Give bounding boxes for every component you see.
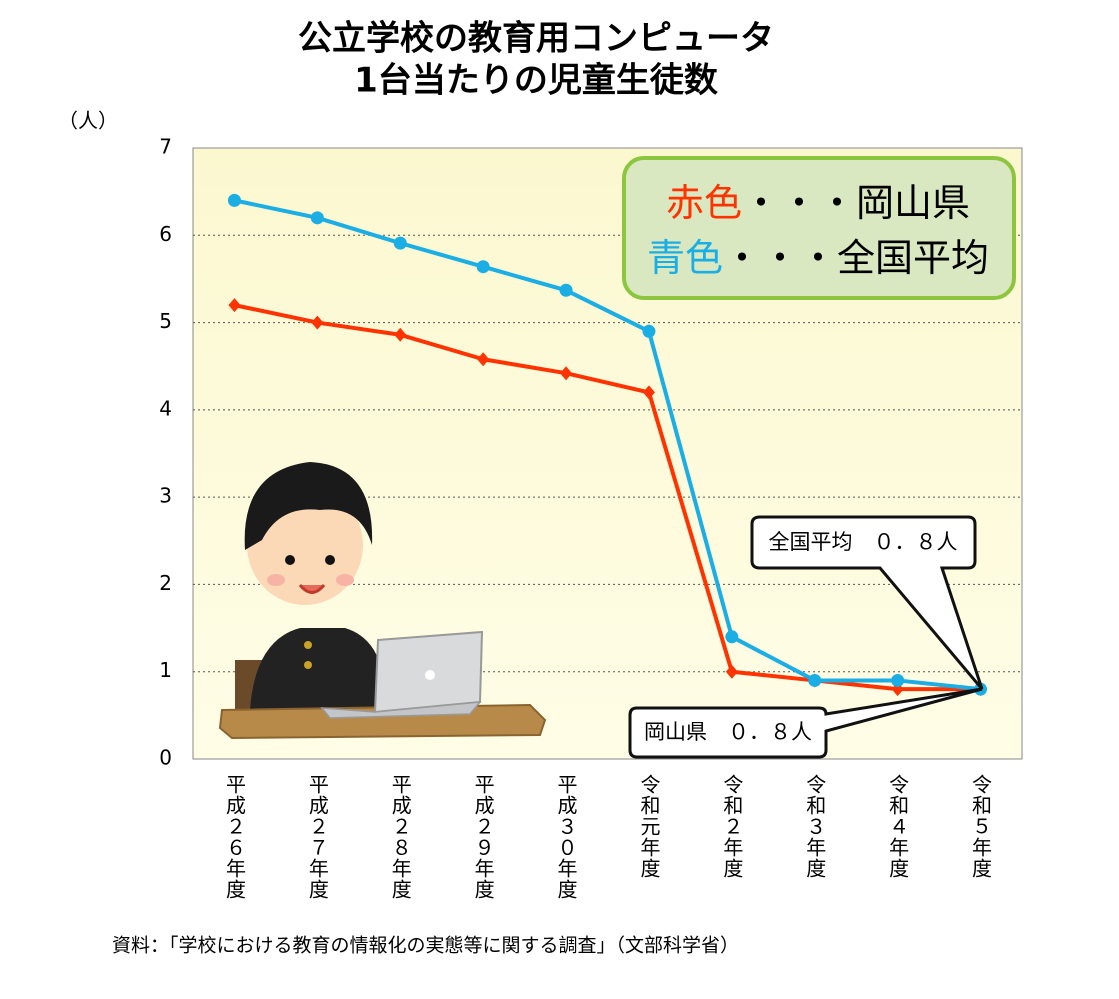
- series-line: [234, 303, 981, 692]
- x-tick-label: 令和４年度: [885, 774, 910, 879]
- x-tick-label: 平成２６年度: [222, 774, 247, 900]
- data-point: [476, 260, 490, 274]
- legend-entry: 青色・・・全国平均: [647, 236, 989, 280]
- x-tick-label: 令和５年度: [968, 774, 993, 879]
- legend-box: [622, 156, 1016, 300]
- data-point: [394, 327, 407, 342]
- data-point: [477, 352, 490, 367]
- y-tick-label: 4: [159, 396, 172, 420]
- series-layer: [227, 193, 988, 697]
- series-line: [234, 198, 981, 692]
- annotation: 岡山県 ０．８人: [644, 720, 812, 744]
- data-point: [393, 236, 407, 250]
- data-point: [559, 283, 573, 297]
- legend-text: 青色: [647, 236, 723, 280]
- data-point: [642, 385, 655, 400]
- data-point: [560, 366, 573, 381]
- legend-text: ・・・: [742, 181, 856, 225]
- x-tick-label: 令和３年度: [802, 774, 827, 879]
- callout: [750, 515, 984, 690]
- x-tick-label: 平成３０年度: [554, 774, 579, 900]
- y-tick-label: 2: [159, 571, 172, 595]
- y-tick-label: 5: [159, 309, 172, 333]
- data-point: [642, 324, 656, 338]
- data-point: [891, 673, 905, 687]
- legend-text: ・・・: [723, 236, 837, 280]
- x-tick-label: 平成２７年度: [305, 774, 330, 900]
- y-unit: （人）: [58, 109, 118, 133]
- illustration: [218, 462, 547, 740]
- data-point: [228, 298, 241, 313]
- y-tick-label: 1: [159, 658, 172, 682]
- data-point: [310, 211, 324, 225]
- legend-entry: 赤色・・・岡山県: [666, 181, 970, 225]
- y-tick-label: 0: [159, 746, 172, 770]
- x-tick-label: 平成２８年度: [388, 774, 413, 900]
- legend-text: 全国平均: [837, 236, 989, 280]
- data-point: [725, 630, 739, 644]
- chart-title: 1台当たりの児童生徒数: [354, 61, 718, 101]
- x-tick-label: 令和元年度: [636, 774, 661, 879]
- x-tick-label: 令和２年度: [719, 774, 744, 879]
- source: 資料：「学校における教育の情報化の実態等に関する調査」（文部科学省）: [112, 935, 739, 957]
- y-tick-label: 3: [159, 484, 172, 508]
- x-tick-label: 平成２９年度: [471, 774, 496, 900]
- annotation: 全国平均 ０．８人: [769, 530, 958, 554]
- legend-text: 赤色: [666, 181, 742, 225]
- data-point: [725, 664, 738, 679]
- y-tick-label: 6: [159, 222, 172, 246]
- callout: [628, 687, 983, 759]
- data-point: [808, 673, 822, 687]
- y-tick-label: 7: [159, 135, 172, 159]
- data-point: [311, 315, 324, 330]
- chart-title: 公立学校の教育用コンピュータ: [298, 19, 774, 59]
- data-point: [227, 193, 241, 207]
- legend-text: 岡山県: [856, 181, 970, 225]
